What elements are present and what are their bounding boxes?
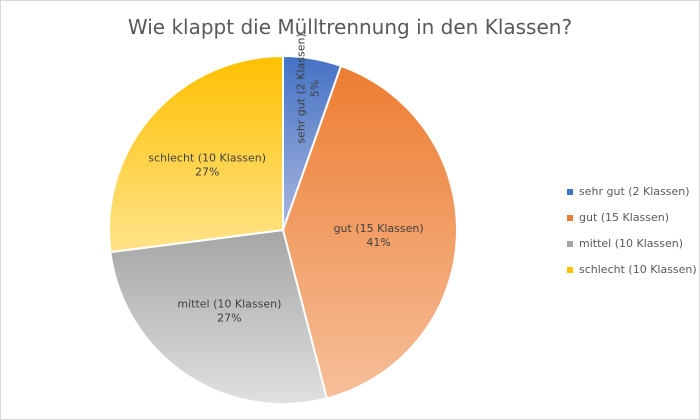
pie-slice-3	[109, 228, 329, 406]
pie-slice-4	[108, 54, 284, 254]
legend-item-3: mittel (10 Klassen)	[567, 237, 697, 250]
slice-data-label-4: schlecht (10 Klassen) 27%	[148, 151, 266, 178]
legend-item-1: sehr gut (2 Klassen)	[567, 185, 697, 198]
legend-label: mittel (10 Klassen)	[579, 237, 684, 250]
legend-swatch	[567, 240, 573, 247]
legend-swatch	[567, 188, 573, 195]
legend-item-4: schlecht (10 Klassen)	[567, 263, 697, 276]
legend-item-2: gut (15 Klassen)	[567, 211, 697, 224]
legend-label: gut (15 Klassen)	[579, 211, 670, 224]
legend-swatch	[567, 266, 573, 273]
slice-data-label-3: mittel (10 Klassen) 27%	[177, 297, 281, 324]
chart-title: Wie klappt die Mülltrennung in den Klass…	[127, 15, 573, 39]
legend-label: sehr gut (2 Klassen)	[579, 185, 690, 198]
legend-swatch	[567, 214, 573, 221]
slice-data-label-2: gut (15 Klassen) 41%	[334, 222, 424, 249]
pie-slice-2	[281, 64, 458, 400]
legend-label: schlecht (10 Klassen)	[579, 263, 697, 276]
chart-legend: sehr gut (2 Klassen) gut (15 Klassen) mitt…	[567, 185, 697, 289]
slice-data-label-1: sehr gut (2 Klassen)5%	[294, 33, 321, 144]
